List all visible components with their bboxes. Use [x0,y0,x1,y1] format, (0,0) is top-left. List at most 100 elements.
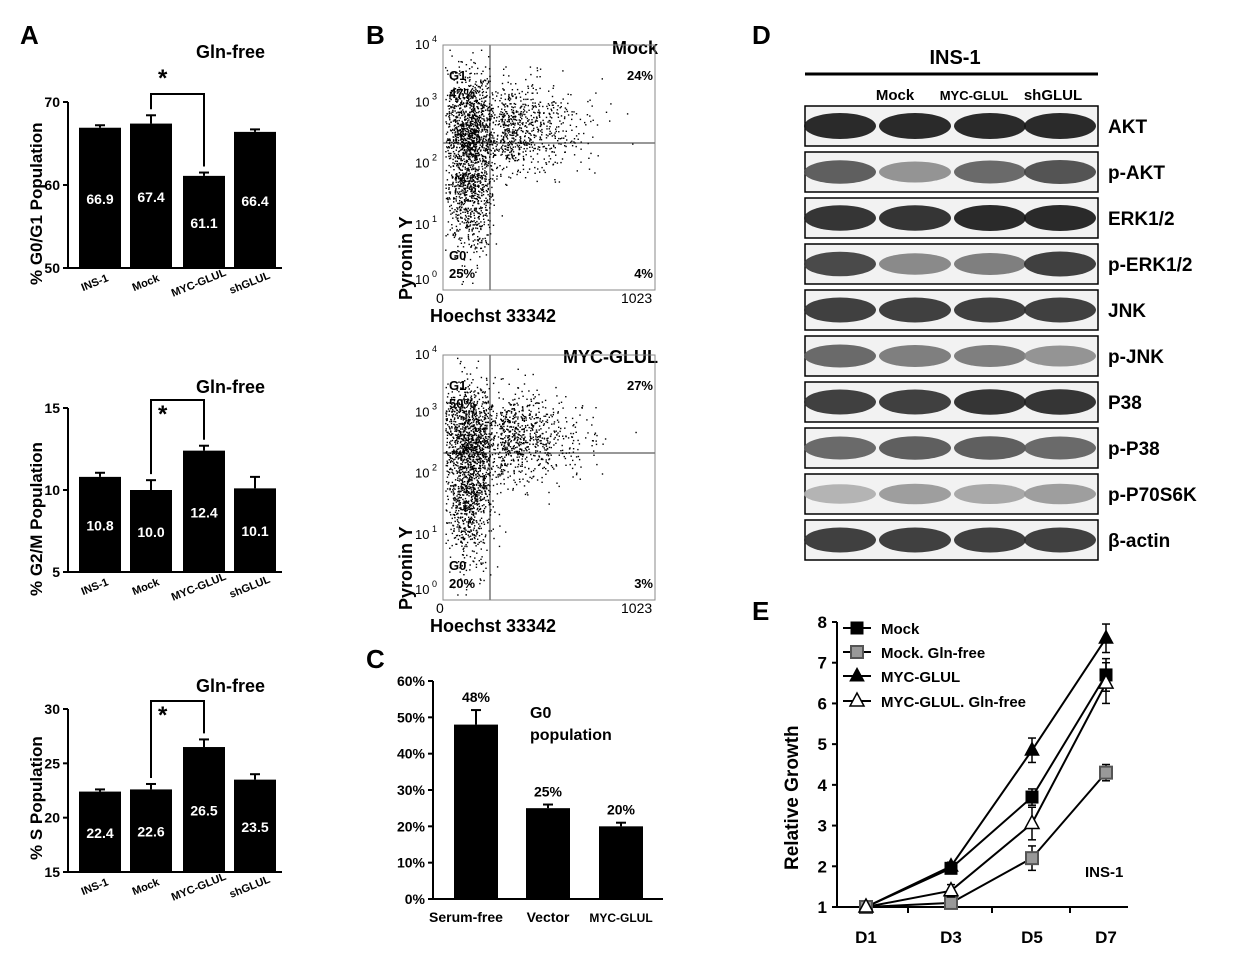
flow-mock-dot [476,251,478,253]
flow-myc-dot [476,448,478,451]
flow-myc-dot [553,468,555,470]
flow-myc-dot [467,459,469,462]
flow-myc-dot [525,449,527,451]
flow-mock-dot [461,182,464,184]
flow-mock-dot [543,123,545,125]
flow-mock-dot [463,208,465,210]
flow-mock-dot [489,148,491,151]
flow-myc-dot [492,528,494,530]
flow-myc-dot [465,416,468,418]
flow-mock-dot [488,56,490,58]
flow-mock-dot [474,173,476,175]
flow-mock-dot [488,117,491,119]
flow-mock-dot [461,114,463,117]
flow-mock-dot [511,106,513,108]
flow-mock-dot [482,126,484,128]
flow-myc-dot [471,399,473,402]
flow-myc-dot [521,409,523,412]
flow-mock-dot [463,174,465,176]
flow-myc-dot [602,443,604,445]
flow-myc-dot [460,447,463,449]
flow-mock-dot [471,186,473,188]
flow-mock-dot [487,107,489,109]
flow-mock-dot [509,98,512,100]
flow-mock-dot [458,158,460,160]
flow-mock-dot [564,142,566,144]
flow-mock-dot [539,171,541,173]
flow-myc-dot [484,440,487,443]
flow-mock-dot [481,207,483,209]
flow-mock-dot [564,107,567,109]
flow-mock-dot [472,180,474,182]
flow-myc-dot [496,424,499,427]
flow-mock-dot [493,117,495,119]
flow-myc-dot [496,465,498,467]
flow-myc-dot [459,527,462,529]
flow-mock-dot [520,146,522,148]
flow-mock-dot [512,116,515,118]
flow-myc-dot [451,415,454,417]
flow-myc-dot [468,441,470,443]
flow-mock-dot [507,98,510,101]
flow-mock-dot [473,133,475,135]
flow-myc-dot [594,432,597,434]
flow-mock-dot [484,150,486,152]
flow-myc-dot [474,405,476,407]
flow-mock-dot [462,128,464,130]
flow-myc-dot [459,447,461,449]
flow-myc-dot [495,476,497,478]
flow-mock-dot [461,217,463,219]
flow-mock-dot [487,188,489,191]
flow-myc-dot [506,412,508,414]
flow-myc-dot [476,532,478,534]
flow-myc-dot [459,394,461,396]
flow-myc-dot [475,469,477,471]
flow-myc-dot [474,542,477,544]
flow-myc-dot [500,425,502,427]
flow-myc-dot [550,446,552,449]
flow-mock-dot [474,176,476,178]
flow-myc-dot [456,505,458,507]
flow-myc-dot [464,407,466,409]
flow-myc-dot [469,510,471,513]
flow-mock-dot [484,126,486,129]
flow-myc-dot [555,464,557,466]
flow-mock-dot [484,175,486,177]
flow-mock-dot [527,130,529,132]
flow-mock-dot [462,135,464,138]
flow-myc-dot [458,448,460,450]
flow-myc-dot [454,483,457,486]
flow-myc-dot [475,520,478,522]
flow-myc-dot [539,436,541,438]
flow-mock-dot [543,145,545,148]
flow-mock-dot [468,141,470,143]
flow-myc-dot [468,508,471,511]
flow-mock-dot [520,137,522,140]
flow-mock-dot [541,128,543,131]
flow-mock-dot [467,222,470,224]
flow-mock-dot [472,176,474,178]
flow-mock-dot [474,119,477,121]
flow-myc-dot [466,521,468,523]
flow-myc-dot [473,477,476,480]
flow-mock-dot [474,189,476,191]
flow-myc-dot [480,433,482,435]
flow-myc-dot [462,536,464,538]
flow-mock-dot [461,120,463,123]
flow-myc-dot [476,494,478,496]
flow-mock-dot [510,83,512,85]
flow-mock-dot [466,170,468,172]
flow-myc-dot [467,487,469,490]
flow-myc-dot [459,453,462,455]
flow-myc-dot [472,425,475,427]
flow-myc-dot [528,390,530,392]
flow-myc-dot [463,538,466,541]
panel-a2: Gln-free % G2/M Population * [27,377,265,596]
flow-myc-dot [449,434,451,436]
flow-myc-dot [565,396,567,398]
flow-myc-dot [484,446,486,448]
flow-mock-dot [459,179,462,182]
flow-mock-dot [460,107,462,109]
flow-myc-dot [469,458,472,461]
flow-myc-dot [528,448,530,450]
